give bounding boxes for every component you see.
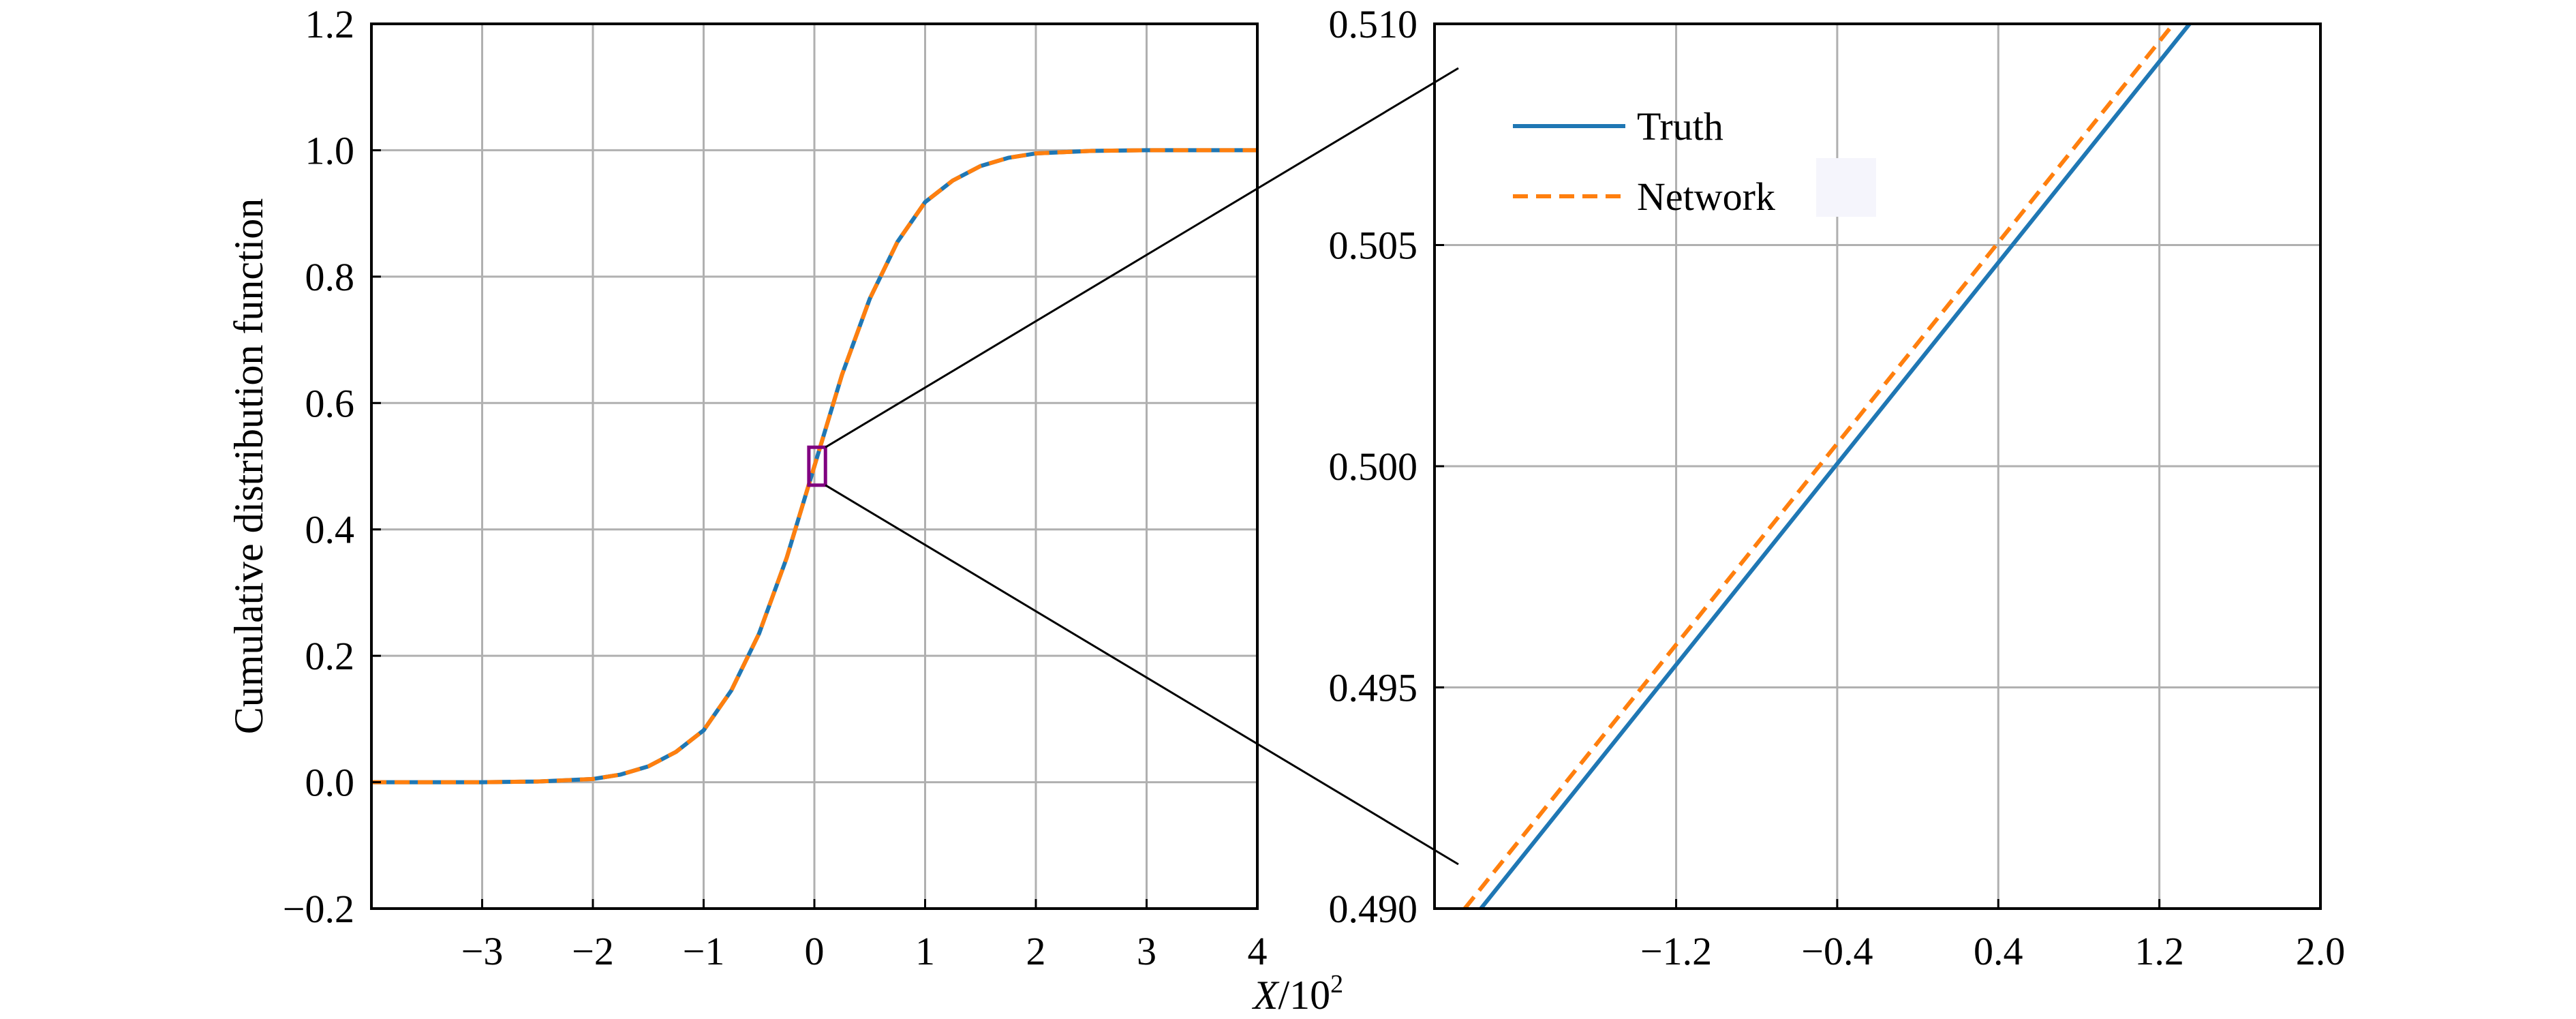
main-plot-series — [371, 148, 1257, 785]
zoom-y-tick-label: 0.510 — [1329, 2, 1418, 46]
main-plot-y-ticks: −0.2 0.0 0.2 0.4 0.6 0.8 1.0 1.2 — [283, 2, 381, 931]
main-y-tick-label: 1.0 — [305, 128, 355, 172]
main-x-tick-label: 1 — [915, 929, 935, 973]
main-x-tick-label: −3 — [461, 929, 504, 973]
main-y-tick-label: 0.6 — [305, 381, 355, 425]
legend-label-network: Network — [1637, 174, 1775, 219]
main-x-tick-label: 4 — [1248, 929, 1268, 973]
zoom-connector-lower — [825, 484, 1459, 866]
main-y-tick-label: 0.2 — [305, 634, 355, 678]
zoom-x-tick-label: 2.0 — [2296, 929, 2346, 973]
main-y-tick-label: −0.2 — [283, 887, 354, 931]
x-axis-label-unit: /10 — [1278, 973, 1330, 1018]
main-x-tick-label: −1 — [683, 929, 725, 973]
main-series-network-line — [371, 148, 1257, 785]
zoom-y-tick-label: 0.500 — [1329, 444, 1418, 489]
legend: Truth Network — [1513, 104, 1876, 219]
zoom-plot-series — [1462, 22, 2192, 910]
zoom-connector-lines — [825, 67, 1459, 866]
zoom-y-tick-label: 0.490 — [1329, 887, 1418, 931]
zoom-plot-y-ticks: 0.490 0.495 0.500 0.505 0.510 — [1329, 2, 1444, 931]
zoom-connector-upper — [825, 67, 1459, 448]
main-plot-x-ticks: −3 −2 −1 0 1 2 3 4 — [461, 899, 1268, 973]
main-cdf-plot: −3 −2 −1 0 1 2 3 4 −0.2 0.0 0.2 0.4 0.6 0.8 1.0 1.2 Cu… — [226, 2, 1268, 973]
legend-label-truth: Truth — [1637, 104, 1723, 149]
main-y-tick-label: 0.8 — [305, 255, 355, 299]
x-axis-label-variable: X — [1252, 973, 1280, 1018]
zoom-x-tick-label: 1.2 — [2134, 929, 2184, 973]
x-axis-label-exponent: 2 — [1330, 970, 1343, 999]
main-y-tick-label: 1.2 — [305, 2, 355, 46]
main-plot-y-axis-label: Cumulative distribution function — [226, 198, 271, 735]
zoom-x-tick-label: −0.4 — [1801, 929, 1873, 973]
legend-patch — [1816, 158, 1876, 217]
zoom-inset-plot: −1.2 −0.4 0.4 1.2 2.0 0.4900.4950.5000.5050.… — [1329, 2, 2346, 973]
zoom-y-tick-label: 0.495 — [1329, 666, 1418, 710]
zoom-series-network-line — [1462, 22, 2175, 910]
main-x-tick-label: 0 — [805, 929, 825, 973]
zoom-region-box — [807, 445, 827, 487]
main-x-tick-label: −2 — [572, 929, 614, 973]
main-x-tick-label: 2 — [1026, 929, 1046, 973]
zoom-series-truth-line — [1479, 22, 2192, 910]
main-y-tick-label: 0.0 — [305, 761, 355, 805]
shared-x-axis-label: X/102 — [1252, 970, 1343, 1018]
zoom-x-tick-label: −1.2 — [1640, 929, 1712, 973]
zoom-x-tick-label: 0.4 — [1974, 929, 2023, 973]
main-y-tick-label: 0.4 — [305, 508, 355, 552]
zoom-plot-x-ticks: −1.2 −0.4 0.4 1.2 2.0 — [1640, 899, 2345, 973]
zoom-y-tick-label: 0.505 — [1329, 224, 1418, 268]
main-x-tick-label: 3 — [1137, 929, 1156, 973]
